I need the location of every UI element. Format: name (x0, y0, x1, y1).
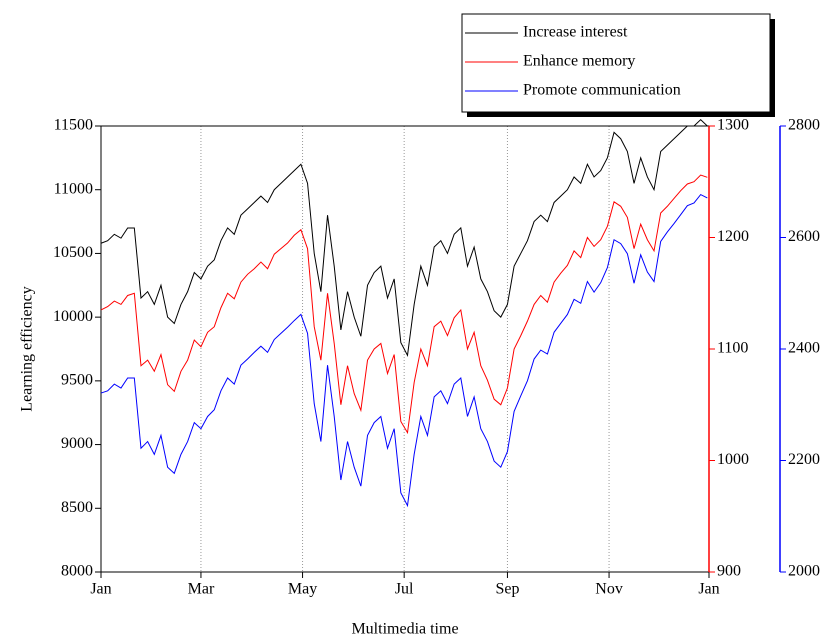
y-tick-label: 1300 (717, 117, 749, 134)
y-tick-label: 8500 (61, 499, 93, 516)
x-tick-label: Jan (90, 581, 111, 598)
y-axis-label: Learning efficiency (19, 286, 36, 411)
line (100, 193, 708, 508)
y-tick-label: 10000 (53, 308, 93, 325)
x-axis-label: Multimedia time (351, 621, 458, 638)
y-tick-label: 2400 (788, 340, 820, 357)
line (100, 118, 708, 358)
y-tick-label: 9500 (61, 372, 93, 389)
y-tick-label: 2000 (788, 563, 820, 580)
y-tick-label: 1000 (717, 451, 749, 468)
x-tick-label: May (288, 581, 317, 598)
y-tick-label: 1100 (717, 340, 748, 357)
line (100, 174, 708, 435)
y-tick-label: 2800 (788, 117, 820, 134)
y-tick-label: 9000 (61, 435, 93, 452)
legend-label: Enhance memory (523, 53, 635, 70)
y-tick-label: 11500 (54, 117, 93, 134)
legend-label: Increase interest (523, 24, 628, 41)
y-tick-label: 8000 (61, 563, 93, 580)
x-tick-label: Jan (698, 581, 719, 598)
y-tick-label: 2600 (788, 228, 820, 245)
legend-label: Promote communication (523, 82, 681, 99)
x-tick-label: Sep (495, 581, 519, 598)
x-tick-label: Jul (395, 581, 414, 598)
y-tick-label: 10500 (53, 244, 93, 261)
y-tick-label: 2200 (788, 451, 820, 468)
y-tick-label: 11000 (54, 180, 93, 197)
x-tick-label: Mar (188, 581, 215, 598)
y-tick-label: 1200 (717, 228, 749, 245)
y-tick-label: 900 (717, 563, 741, 580)
legend-box (461, 13, 771, 113)
x-tick-label: Nov (595, 581, 623, 598)
